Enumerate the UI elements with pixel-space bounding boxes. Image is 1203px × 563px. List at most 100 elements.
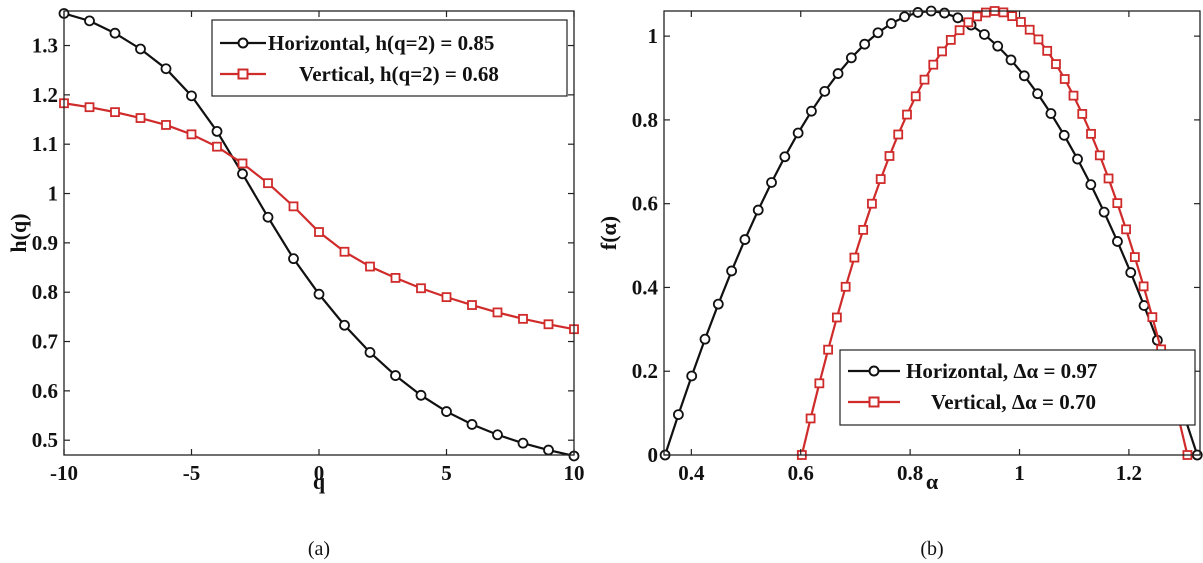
data-point-series-1	[1112, 198, 1123, 209]
x-tick-label: 0	[314, 461, 325, 485]
data-point-series-0	[237, 168, 248, 180]
data-point-series-1	[902, 109, 912, 120]
data-point-series-1	[237, 158, 248, 169]
data-point-series-1	[858, 224, 869, 235]
y-tick-label: 0.5	[32, 428, 58, 452]
data-point-series-0	[766, 177, 777, 188]
panel-a-caption: (a)	[308, 538, 330, 560]
data-point-series-0	[1045, 108, 1057, 119]
data-point-series-0	[262, 211, 274, 223]
panel-a-hq-plot: -10 -5 0 5 10 0.5 0.6 0.7 0.8 0.9 1 1.1 1.2 1.3 q h(q…	[6, 8, 585, 560]
data-point-series-1	[416, 283, 426, 294]
data-point-series-0	[726, 265, 738, 277]
x-tick-label: 1	[1014, 461, 1025, 485]
data-point-series-0	[1072, 153, 1083, 165]
data-point-series-1	[893, 129, 904, 140]
data-point-series-0	[1112, 236, 1123, 247]
panel-a-x-axis-label: q	[313, 469, 326, 494]
data-point-series-1	[884, 151, 895, 161]
data-point-series-1	[212, 141, 222, 152]
data-point-series-1	[831, 312, 842, 323]
panel-b-x-axis-label: α	[926, 469, 939, 494]
data-point-series-1	[467, 300, 477, 310]
data-point-series-0	[160, 63, 172, 75]
data-point-series-1	[1051, 59, 1061, 69]
data-point-series-1	[1103, 173, 1114, 184]
panel-a-legend: Horizontal, h(q=2) = 0.85 Vertical, h(q=…	[211, 19, 568, 97]
y-tick-label: 0.8	[632, 108, 658, 132]
data-point-series-0	[872, 27, 884, 39]
data-point-series-0	[186, 90, 197, 102]
data-point-series-0	[992, 40, 1004, 52]
legend-label-horizontal: Horizontal, h(q=2) = 0.85	[268, 31, 494, 55]
data-point-series-1	[1033, 34, 1044, 45]
x-tick-label: 0.4	[678, 461, 705, 485]
panel-a-ticks: -10 -5 0 5 10 0.5 0.6 0.7 0.8 0.9 1 1.1 1.2 1.3	[32, 11, 585, 485]
data-point-series-0	[779, 151, 791, 163]
x-tick-label: 1.2	[1116, 461, 1142, 485]
data-point-series-0	[1032, 88, 1044, 100]
data-point-series-1	[84, 102, 95, 113]
data-point-series-0	[135, 43, 146, 55]
legend-label-vertical-b: Vertical, Δα = 0.70	[931, 390, 1096, 414]
panel-b-y-axis-label: f(α)	[596, 216, 621, 250]
y-tick-label: 0	[648, 443, 659, 467]
data-point-series-0	[1005, 54, 1017, 66]
data-point-series-0	[1018, 70, 1030, 82]
data-point-series-1	[518, 313, 528, 324]
data-point-series-1	[1059, 74, 1070, 84]
data-point-series-0	[859, 38, 871, 50]
data-point-series-1	[823, 344, 834, 355]
y-tick-label: 1.2	[32, 83, 58, 107]
legend-label-horizontal-b: Horizontal, Δα = 0.97	[906, 359, 1097, 383]
panel-b-axes-frame	[663, 10, 1201, 456]
data-point-series-1	[1068, 90, 1079, 101]
data-point-series-1	[1138, 281, 1149, 292]
y-tick-label: 0.8	[32, 280, 58, 304]
y-tick-label: 0.2	[632, 359, 658, 383]
data-point-series-0	[712, 298, 724, 310]
data-point-series-1	[1121, 224, 1131, 235]
legend-label-vertical: Vertical, h(q=2) = 0.68	[299, 62, 499, 86]
legend-marker-vertical	[237, 68, 249, 80]
data-point-series-0	[832, 68, 844, 79]
data-point-series-1	[867, 198, 877, 209]
data-point-series-1	[840, 281, 851, 292]
data-point-series-0	[939, 7, 950, 19]
data-point-series-0	[84, 15, 95, 27]
data-point-series-1	[1077, 109, 1088, 119]
data-point-series-1	[135, 113, 146, 123]
data-point-series-1	[814, 378, 825, 389]
data-point-series-0	[885, 18, 897, 29]
data-point-series-1	[365, 261, 375, 272]
panel-b-legend: Horizontal, Δα = 0.97 Vertical, Δα = 0.7…	[839, 349, 1196, 426]
data-point-series-1	[928, 59, 939, 70]
panel-a-series-layer	[58, 8, 580, 462]
x-tick-label: 0.6	[788, 461, 814, 485]
data-point-series-0	[819, 85, 831, 97]
data-point-series-0	[739, 234, 751, 245]
data-point-series-1	[945, 34, 956, 45]
data-point-series-0	[390, 370, 401, 381]
data-point-series-0	[672, 409, 684, 421]
x-tick-label: 10	[564, 461, 585, 485]
y-tick-label: 0.7	[32, 330, 58, 354]
data-point-series-1	[1129, 252, 1140, 262]
data-point-series-1	[910, 91, 921, 102]
data-point-series-1	[998, 7, 1009, 18]
data-point-series-0	[699, 333, 711, 345]
panel-b-legend-box	[839, 349, 1196, 426]
data-point-series-0	[415, 389, 427, 401]
panel-a-y-axis-label: h(q)	[6, 213, 31, 252]
data-point-series-1	[186, 129, 197, 140]
y-tick-label: 0.6	[632, 192, 658, 216]
data-point-series-0	[441, 406, 452, 417]
data-point-series-1	[972, 11, 982, 22]
data-point-series-0	[845, 52, 857, 64]
panel-b-ticks: 0.4 0.6 0.8 1 1.2 0 0.2 0.4 0.6 0.8 1	[632, 11, 1200, 485]
data-point-series-0	[492, 429, 503, 441]
y-tick-label: 1.1	[32, 132, 58, 156]
panel-b-caption: (b)	[920, 538, 943, 560]
data-point-series-0	[339, 319, 350, 331]
